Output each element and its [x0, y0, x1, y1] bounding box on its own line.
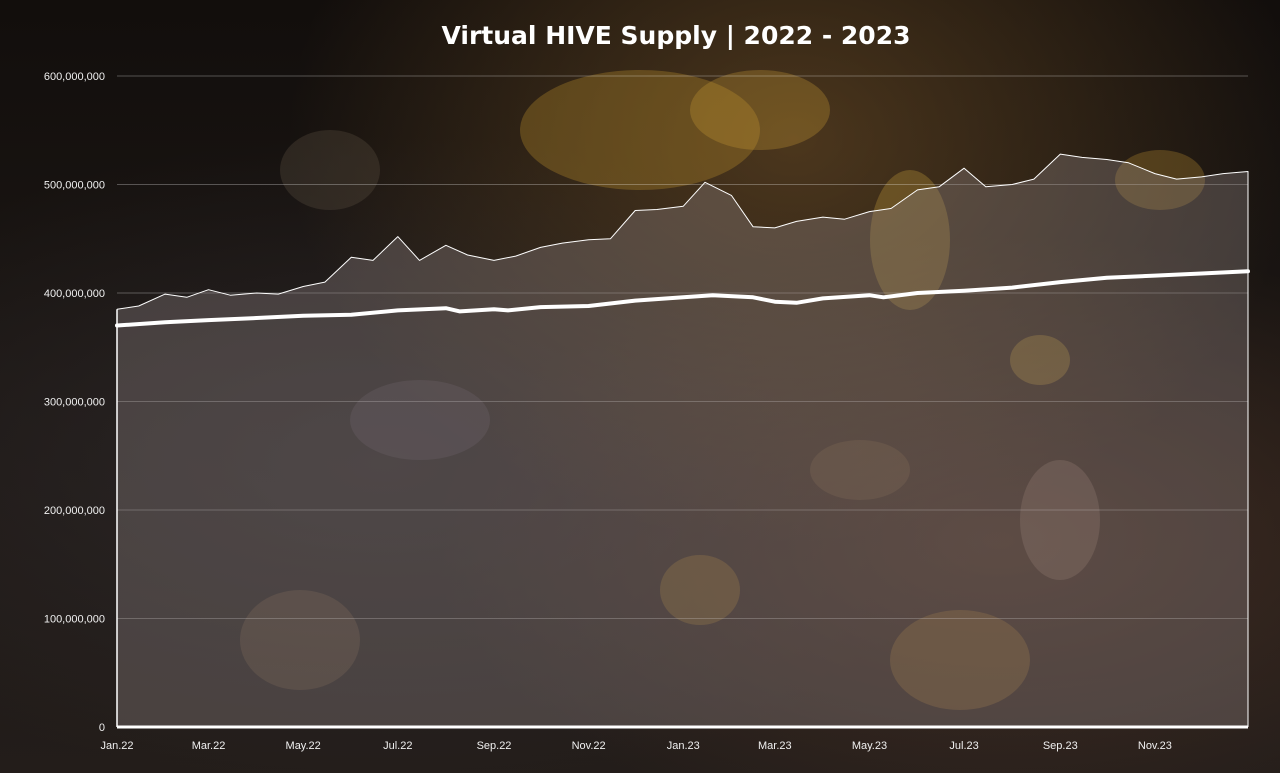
decor-blob [690, 70, 830, 150]
x-tick-label: Nov.23 [1138, 740, 1172, 752]
x-tick-label: May.22 [286, 740, 321, 752]
y-axis-ticks: 0 100,000,000 200,000,000 300,000,000 400,00… [44, 71, 105, 734]
decor-blob [870, 170, 950, 310]
x-axis-ticks: Jan.22 Mar.22 May.22 Jul.22 Sep.22 Nov.22 Jan.… [100, 740, 1171, 752]
y-tick-label: 600,000,000 [44, 71, 105, 83]
y-tick-label: 100,000,000 [44, 614, 105, 626]
gridlines [117, 75, 1248, 619]
y-tick-label: 200,000,000 [44, 505, 105, 517]
x-tick-label: Jan.22 [100, 740, 133, 752]
decor-blob [1115, 150, 1205, 210]
virtual-supply-area [117, 154, 1248, 728]
decor-blob [350, 380, 490, 460]
y-tick-label: 400,000,000 [44, 288, 105, 300]
decor-blob [520, 70, 760, 190]
y-tick-label: 500,000,000 [44, 180, 105, 192]
decor-blob [890, 610, 1030, 710]
x-tick-label: Sep.22 [477, 740, 512, 752]
x-tick-label: Jul.22 [383, 740, 412, 752]
decor-blob [1020, 460, 1100, 580]
x-tick-label: May.23 [852, 740, 887, 752]
x-tick-label: Nov.22 [572, 740, 606, 752]
decor-blob [810, 440, 910, 500]
decor-blob [280, 130, 380, 210]
decor-blob [240, 590, 360, 690]
decor-blob [1010, 335, 1070, 385]
x-tick-label: Jan.23 [667, 740, 700, 752]
x-tick-label: Sep.23 [1043, 740, 1078, 752]
x-tick-label: Jul.23 [949, 740, 978, 752]
decor-blob [660, 555, 740, 625]
y-tick-label: 300,000,000 [44, 397, 105, 409]
y-tick-label: 0 [99, 722, 105, 734]
background-decoration [240, 70, 1205, 710]
x-tick-label: Mar.23 [758, 740, 792, 752]
virtual-supply-line [116, 153, 1249, 727]
supply-line [115, 269, 1250, 328]
chart-title: Virtual HIVE Supply | 2022 - 2023 [442, 21, 911, 50]
x-tick-label: Mar.22 [192, 740, 226, 752]
